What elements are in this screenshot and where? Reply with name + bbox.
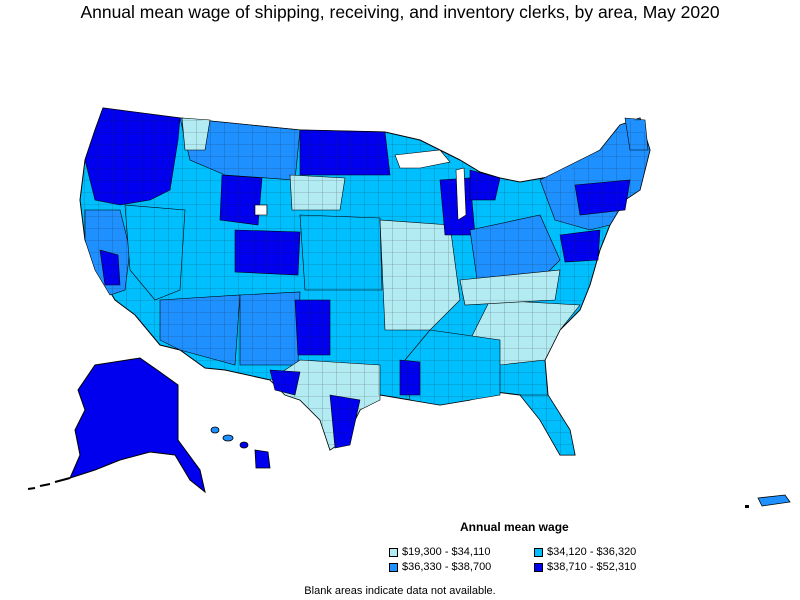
aleutian-islands: [27, 477, 71, 490]
legend-label-3: $36,330 - $38,700: [402, 561, 492, 573]
map-title: Annual mean wage of shipping, receiving,…: [80, 2, 720, 22]
legend-swatch-1: [389, 547, 398, 557]
lake-michigan: [455, 167, 467, 221]
legend-item-1: $19,300 - $34,110: [389, 546, 490, 558]
legend-item-2: $34,120 - $36,320: [534, 546, 636, 558]
legend-swatch-4: [534, 562, 543, 572]
hawaii-shape: [210, 426, 271, 469]
legend-label-2: $34,120 - $36,320: [547, 546, 637, 558]
legend-label-1: $19,300 - $34,110: [402, 546, 491, 558]
lake-superior: [394, 149, 451, 169]
legend-label-4: $38,710 - $52,310: [547, 561, 637, 573]
virgin-islands-shape: [745, 505, 749, 508]
legend-item-3: $36,330 - $38,700: [389, 561, 491, 573]
legend-swatch-3: [389, 562, 398, 572]
puerto-rico-shape: [757, 494, 791, 507]
legend-title: Annual mean wage: [460, 520, 569, 534]
legend-item-4: $38,710 - $52,310: [534, 561, 636, 573]
footnote: Blank areas indicate data not available.: [304, 585, 496, 597]
alaska-shape: [69, 357, 206, 494]
legend-swatch-2: [534, 547, 543, 557]
